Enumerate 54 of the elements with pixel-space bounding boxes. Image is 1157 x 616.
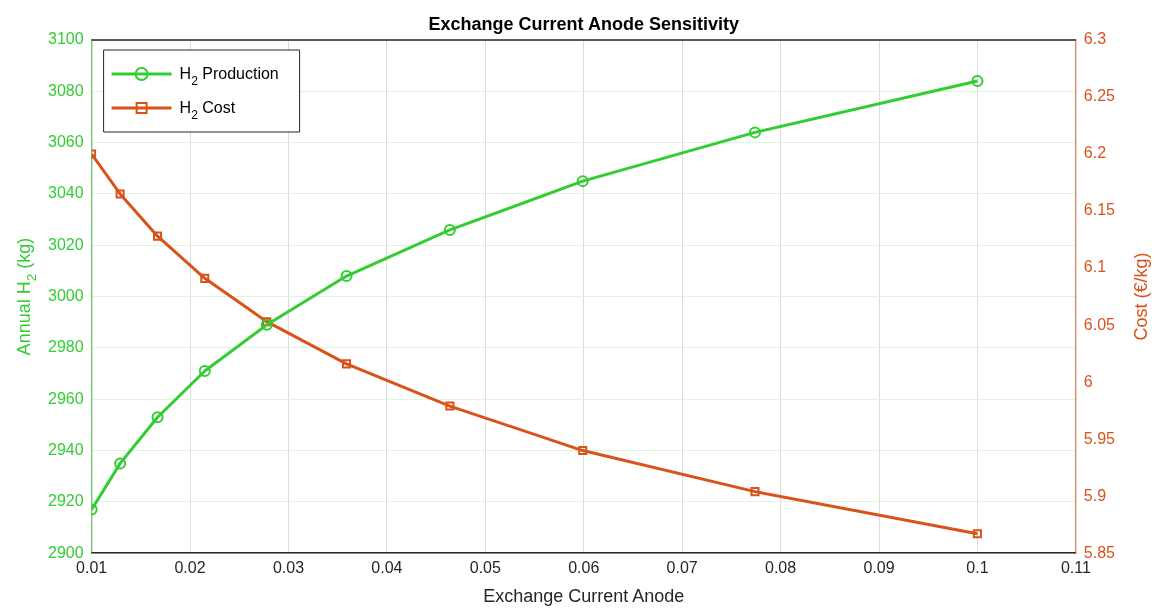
x-tick-label: 0.1 (966, 559, 989, 577)
y-tick-label: 2920 (48, 492, 84, 510)
y2-tick-label: 6.1 (1083, 258, 1107, 276)
y-tick-label: 3080 (48, 81, 84, 99)
point (445, 401, 455, 411)
point (153, 231, 163, 241)
x-tick-label: 0.06 (568, 559, 600, 577)
point (443, 223, 456, 236)
x-tick-label: 0.03 (272, 559, 305, 577)
y2-tick-label: 6 (1083, 372, 1093, 390)
y2-tick-label: 6.15 (1083, 201, 1116, 219)
y2-tick-label: 6.25 (1083, 87, 1116, 105)
y2-tick-label: 5.9 (1083, 486, 1107, 504)
y2-axis-title: Cost (€/kg) (1131, 252, 1151, 341)
y2-tick-label: 5.95 (1083, 429, 1116, 447)
point (260, 318, 273, 331)
point (114, 457, 127, 470)
point (972, 529, 982, 539)
point (748, 126, 761, 139)
point (151, 411, 164, 424)
y-axis-title: Annual H2 (kg) (14, 237, 40, 356)
point (750, 487, 760, 497)
y-tick-label: 3020 (48, 235, 84, 253)
y2-tick-label: 6.3 (1083, 30, 1107, 48)
x-axis-title: Exchange Current Anode (483, 586, 685, 607)
chart-title: Exchange Current Anode Sensitivity (428, 14, 739, 34)
y-tick-label: 3060 (48, 133, 84, 151)
y-tick-label: 2900 (48, 543, 84, 561)
point (115, 189, 125, 199)
x-tick-label: 0.02 (174, 559, 206, 577)
y-tick-label: 3040 (48, 184, 84, 202)
x-tick-label: 0.04 (371, 559, 403, 577)
point (200, 273, 210, 283)
x-tick-label: 0.07 (666, 559, 698, 577)
x-tick-label: 0.08 (765, 559, 797, 577)
point (262, 317, 272, 327)
point (971, 75, 984, 88)
y2-tick-label: 6.2 (1083, 144, 1107, 162)
point (340, 270, 353, 283)
y-tick-label: 3100 (48, 30, 84, 48)
x-tick-label: 0.09 (863, 559, 895, 577)
point (341, 359, 352, 369)
x-tick-label: 0.01 (76, 559, 108, 577)
point (576, 175, 589, 188)
y-tick-label: 3000 (48, 287, 84, 305)
y2-tick-label: 6.05 (1083, 315, 1116, 333)
x-tick-label: 0.11 (1060, 559, 1091, 577)
y-tick-label: 2940 (48, 440, 84, 458)
x-tick-label: 0.05 (469, 559, 501, 577)
y2-tick-label: 5.85 (1083, 543, 1116, 561)
point (198, 365, 211, 378)
y-tick-label: 2980 (48, 338, 84, 356)
y-tick-label: 2960 (48, 389, 84, 407)
point (578, 446, 588, 456)
